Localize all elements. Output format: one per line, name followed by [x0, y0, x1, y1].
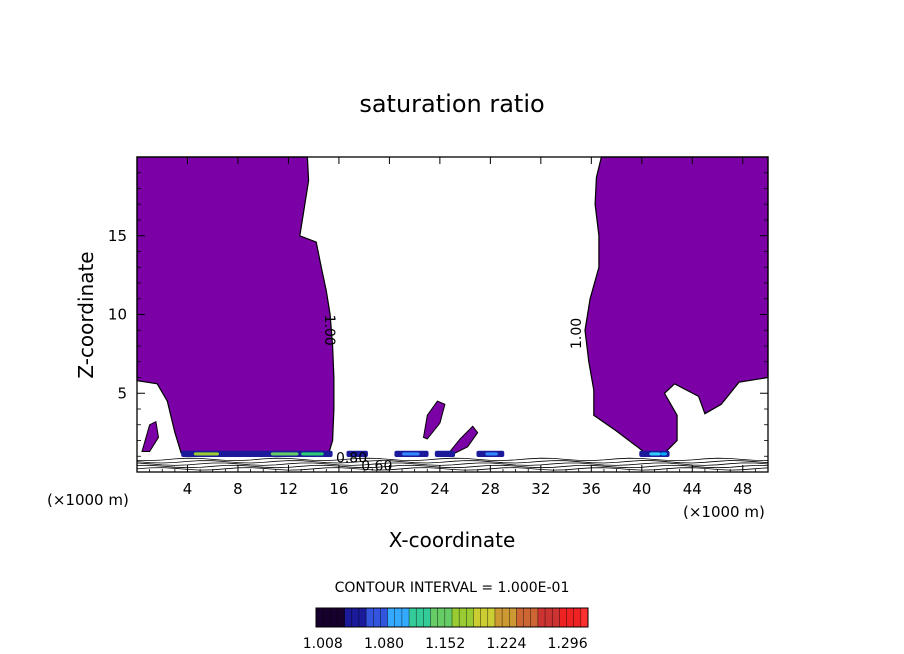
colorbar-cell — [366, 608, 374, 627]
colorbar-cell — [452, 608, 460, 627]
contour-label-0: 1.00 — [321, 315, 337, 346]
cloud-core-5 — [402, 452, 420, 456]
contour-line-4 — [136, 457, 769, 462]
colorbar-cell — [537, 608, 546, 627]
chart-title: saturation ratio — [359, 90, 544, 118]
colorbar-cell — [530, 608, 539, 627]
x-unit-label-right: (×1000 m) — [683, 503, 765, 521]
colorbar-cell — [344, 608, 353, 627]
contour-line-2 — [136, 462, 769, 466]
colorbar-cell — [502, 608, 510, 627]
x-tick-label: 8 — [233, 480, 243, 498]
colorbar-cell — [459, 608, 467, 627]
colorbar-cell — [516, 608, 525, 627]
colorbar-cell — [401, 608, 410, 627]
colorbar-cell — [394, 608, 403, 627]
colorbar-tick-label: 1.152 — [425, 636, 465, 652]
blob-mid-2 — [447, 425, 479, 454]
colorbar-tick-label: 1.008 — [303, 636, 343, 652]
y-tick-label: 15 — [108, 227, 127, 245]
colorbar-cell — [494, 608, 503, 627]
y-axis-title: Z-coordinate — [74, 251, 98, 378]
colorbar-cell — [480, 608, 489, 627]
contour-label-2: 0.80 — [336, 451, 367, 467]
contour-interval-text: CONTOUR INTERVAL = 1.000E-01 — [335, 580, 570, 596]
colorbar-cell — [430, 608, 439, 627]
colorbar-tick-label: 1.296 — [548, 636, 588, 652]
cloud-band-3 — [434, 450, 456, 458]
cloud-core-6 — [485, 452, 498, 456]
colorbar-frame — [315, 607, 589, 628]
cloud-core-2 — [301, 452, 324, 456]
colorbar-cell — [545, 608, 553, 627]
colorbar: 1.008 1.080 1.152 1.224 1.296 — [303, 607, 589, 652]
x-axis-title: X-coordinate — [389, 528, 516, 552]
region-left-patch — [141, 420, 160, 452]
colorbar-cell — [351, 608, 360, 627]
colorbar-cell — [330, 608, 338, 627]
contour-line-3 — [136, 460, 769, 464]
colorbar-cell — [316, 608, 324, 627]
x-tick-label: 40 — [632, 480, 651, 498]
cloud-band-1 — [346, 450, 368, 458]
cloud-core-3 — [649, 452, 661, 456]
colorbar-cell — [466, 608, 474, 627]
x-tick-label: 28 — [481, 480, 500, 498]
colorbar-cell — [566, 608, 575, 627]
x-tick-label: 36 — [582, 480, 601, 498]
x-tick-label: 4 — [183, 480, 193, 498]
blob-mid-1 — [422, 400, 446, 440]
colorbar-cell — [580, 608, 589, 627]
colorbar-cell — [358, 608, 367, 627]
colorbar-tick-label: 1.080 — [364, 636, 404, 652]
colorbar-cell — [509, 608, 517, 627]
y-tick-label: 10 — [108, 306, 127, 324]
colorbar-cell — [552, 608, 560, 627]
contour-label-1: 1.00 — [569, 318, 585, 349]
colorbar-cell — [423, 608, 432, 627]
colorbar-cell — [559, 608, 568, 627]
colorbar-cell — [323, 608, 331, 627]
x-tick-label: 12 — [279, 480, 298, 498]
colorbar-cell — [416, 608, 424, 627]
colorbar-cell — [337, 608, 346, 627]
colorbar-cell — [380, 608, 389, 627]
cloud-core-1 — [270, 452, 299, 456]
x-tick-label: 44 — [683, 480, 702, 498]
contour-line-1 — [136, 464, 768, 469]
y-tick-label: 5 — [117, 384, 127, 402]
region-right — [584, 156, 769, 454]
colorbar-cell — [487, 608, 496, 627]
colorbar-tick-label: 1.224 — [486, 636, 526, 652]
colorbar-cell — [444, 608, 453, 627]
cloud-core-4 — [660, 452, 668, 456]
region-left — [136, 156, 335, 454]
colorbar-cell — [387, 608, 396, 627]
x-unit-label-left: (×1000 m) — [47, 491, 129, 509]
colorbar-cell — [523, 608, 532, 627]
colorbar-cell — [437, 608, 446, 627]
x-tick-label: 20 — [380, 480, 399, 498]
cloud-core-0 — [193, 452, 220, 456]
colorbar-cell — [473, 608, 482, 627]
x-tick-label: 48 — [733, 480, 752, 498]
x-tick-label: 32 — [531, 480, 550, 498]
x-tick-label: 24 — [430, 480, 449, 498]
contour-label-3: 0.60 — [361, 458, 392, 474]
x-tick-label: 16 — [329, 480, 348, 498]
colorbar-cell — [373, 608, 381, 627]
colorbar-cell — [573, 608, 582, 627]
plot-area: 1.00 1.00 0.800.60 — [136, 156, 769, 474]
colorbar-cell — [409, 608, 417, 627]
